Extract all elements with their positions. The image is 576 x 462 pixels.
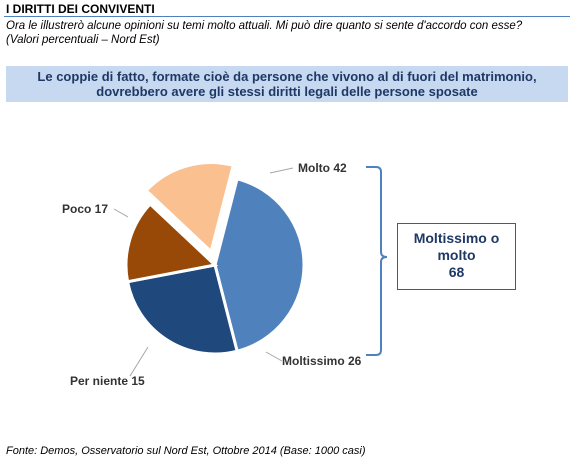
summary-bracket: [366, 166, 388, 356]
summary-box: Moltissimo o molto 68: [397, 223, 516, 290]
pie-slice-per-niente: [124, 201, 219, 284]
leader-poco: [113, 208, 129, 218]
statement-banner: Le coppie di fatto, formate cioè da pers…: [6, 66, 568, 102]
intro-text: Ora le illustrerò alcune opinioni su tem…: [6, 19, 522, 47]
leader-moltissimo: [265, 351, 283, 362]
pie-slice-moltissimo: [125, 263, 239, 356]
leader-molto: [269, 167, 294, 174]
source-note: Fonte: Demos, Osservatorio sul Nord Est,…: [6, 445, 366, 457]
leader-per-niente: [129, 346, 149, 377]
statement-line-1: Le coppie di fatto, formate cioè da pers…: [37, 69, 537, 84]
summary-line-1: Moltissimo o: [413, 230, 500, 246]
label-molto: Molto 42: [298, 161, 347, 175]
pie-slice-molto: [213, 176, 306, 354]
title-divider: [4, 16, 570, 17]
summary-line-2: molto: [437, 247, 476, 263]
statement-line-2: dovrebbero avere gli stessi diritti lega…: [96, 84, 478, 99]
intro-question: Ora le illustrerò alcune opinioni su tem…: [6, 20, 523, 32]
label-moltissimo: Moltissimo 26: [282, 354, 362, 368]
intro-note: (Valori percentuali – Nord Est): [6, 34, 160, 46]
page-title: I DIRITTI DEI CONVIVENTI: [6, 2, 155, 16]
pie-slice-poco: [144, 161, 236, 255]
label-per-niente: Per niente 15: [70, 374, 145, 388]
label-poco: Poco 17: [62, 202, 108, 216]
summary-value: 68: [448, 264, 465, 280]
